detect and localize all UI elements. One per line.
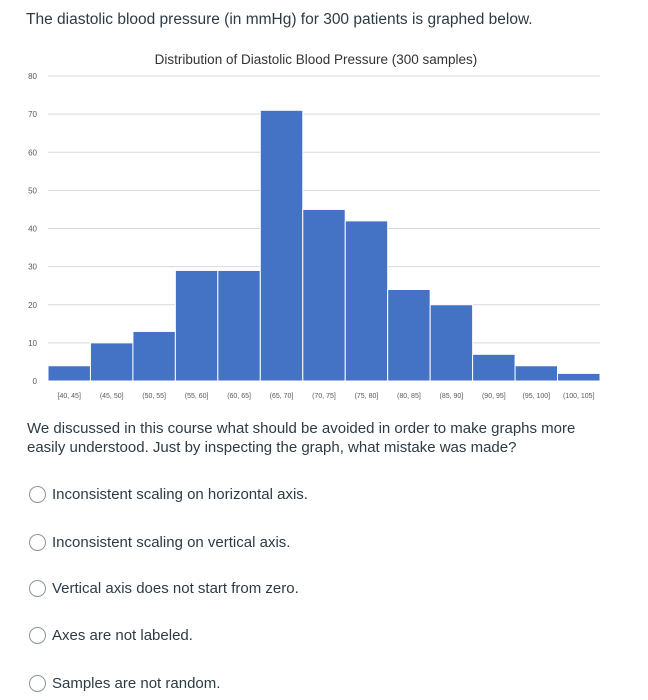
radio-button[interactable] — [29, 675, 46, 692]
radio-button[interactable] — [29, 534, 46, 551]
option-label: Samples are not random. — [52, 675, 221, 692]
intro-text: The diastolic blood pressure (in mmHg) f… — [26, 11, 533, 28]
x-tick-label: (85, 90] — [440, 393, 464, 400]
option-label: Inconsistent scaling on vertical axis. — [52, 534, 291, 551]
y-tick-label: 30 — [28, 263, 37, 272]
option-samples-not-random[interactable]: Samples are not random. — [29, 675, 220, 692]
y-tick-label: 70 — [28, 110, 37, 119]
bar — [557, 372, 601, 382]
bar — [89, 342, 134, 382]
y-tick-label: 20 — [28, 301, 37, 310]
bar — [514, 365, 559, 382]
x-tick-label: (95, 100] — [522, 393, 550, 400]
x-tick-label: (75, 80] — [355, 393, 379, 400]
y-tick-label: 10 — [28, 339, 37, 348]
bar — [47, 365, 91, 382]
y-tick-label: 0 — [33, 377, 38, 386]
radio-button[interactable] — [29, 580, 46, 597]
bar — [344, 220, 389, 382]
question-text: We discussed in this course what should … — [27, 420, 576, 456]
x-tick-label: (90, 95] — [482, 393, 506, 400]
bar — [429, 304, 474, 382]
bar — [302, 208, 346, 382]
y-axis-ticks: 0 10 20 30 40 50 60 70 80 — [28, 72, 37, 386]
x-tick-label: (50, 55] — [142, 393, 166, 400]
radio-button[interactable] — [29, 486, 46, 503]
x-tick-label: (45, 50] — [100, 393, 124, 400]
bar — [259, 109, 304, 382]
y-tick-label: 50 — [28, 186, 37, 195]
bar — [132, 330, 176, 382]
histogram-chart: Distribution of Diastolic Blood Pressure… — [28, 52, 601, 400]
bars — [47, 109, 601, 382]
y-tick-label: 60 — [28, 148, 37, 157]
x-tick-label: (55, 60] — [185, 393, 209, 400]
y-tick-label: 40 — [28, 225, 37, 234]
option-vertical-not-zero[interactable]: Vertical axis does not start from zero. — [29, 580, 299, 597]
radio-button[interactable] — [29, 627, 46, 644]
x-tick-label: (100, 105] — [563, 393, 595, 400]
option-inconsistent-vertical[interactable]: Inconsistent scaling on vertical axis. — [29, 534, 290, 551]
bar — [387, 289, 431, 382]
option-label: Inconsistent scaling on horizontal axis. — [52, 486, 308, 503]
option-inconsistent-horizontal[interactable]: Inconsistent scaling on horizontal axis. — [29, 486, 308, 503]
option-label: Vertical axis does not start from zero. — [52, 580, 299, 597]
x-tick-label: (65, 70] — [270, 393, 294, 400]
x-tick-label: [40, 45] — [58, 393, 81, 400]
x-tick-label: (70, 75] — [312, 393, 336, 400]
option-label: Axes are not labeled. — [52, 627, 193, 644]
bar — [174, 269, 219, 382]
x-tick-label: (80, 85] — [397, 393, 421, 400]
chart-title: Distribution of Diastolic Blood Pressure… — [155, 52, 478, 67]
bar — [217, 269, 261, 382]
x-axis-ticks: [40, 45] (45, 50] (50, 55] (55, 60] (60, 65]… — [58, 393, 595, 400]
bar — [472, 353, 516, 382]
x-tick-label: (60, 65] — [227, 393, 251, 400]
y-tick-label: 80 — [28, 72, 37, 81]
option-axes-not-labeled[interactable]: Axes are not labeled. — [29, 627, 193, 644]
